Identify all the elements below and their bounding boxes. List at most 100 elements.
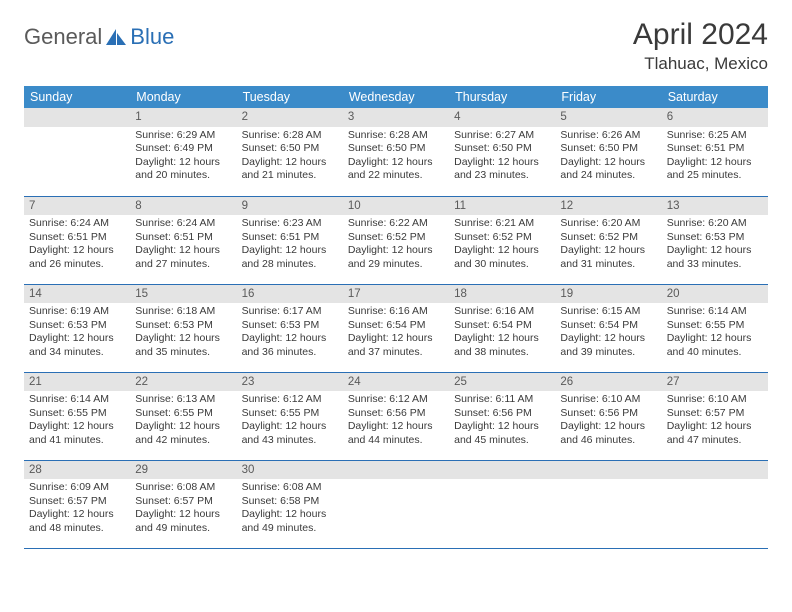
- day-details: Sunrise: 6:08 AMSunset: 6:58 PMDaylight:…: [237, 479, 343, 539]
- weekday-header: Saturday: [662, 86, 768, 108]
- day-cell: [343, 460, 449, 548]
- day-number: 10: [343, 197, 449, 216]
- day-details: Sunrise: 6:28 AMSunset: 6:50 PMDaylight:…: [343, 127, 449, 187]
- logo-prefix: General: [24, 24, 102, 50]
- day-number: 9: [237, 197, 343, 216]
- calendar-table: Sunday Monday Tuesday Wednesday Thursday…: [24, 86, 768, 549]
- week-row: 28Sunrise: 6:09 AMSunset: 6:57 PMDayligh…: [24, 460, 768, 548]
- day-details: Sunrise: 6:13 AMSunset: 6:55 PMDaylight:…: [130, 391, 236, 451]
- day-number: 22: [130, 373, 236, 392]
- weekday-header: Friday: [555, 86, 661, 108]
- day-cell: 7Sunrise: 6:24 AMSunset: 6:51 PMDaylight…: [24, 196, 130, 284]
- week-row: 14Sunrise: 6:19 AMSunset: 6:53 PMDayligh…: [24, 284, 768, 372]
- day-cell: [449, 460, 555, 548]
- day-number: 4: [449, 108, 555, 127]
- day-number: 30: [237, 461, 343, 480]
- day-cell: 2Sunrise: 6:28 AMSunset: 6:50 PMDaylight…: [237, 108, 343, 196]
- calendar-page: General Blue April 2024 Tlahuac, Mexico …: [0, 0, 792, 567]
- day-cell: 25Sunrise: 6:11 AMSunset: 6:56 PMDayligh…: [449, 372, 555, 460]
- day-number: 23: [237, 373, 343, 392]
- weekday-header: Sunday: [24, 86, 130, 108]
- day-number: 5: [555, 108, 661, 127]
- weekday-header: Monday: [130, 86, 236, 108]
- day-details: Sunrise: 6:12 AMSunset: 6:55 PMDaylight:…: [237, 391, 343, 451]
- day-cell: 3Sunrise: 6:28 AMSunset: 6:50 PMDaylight…: [343, 108, 449, 196]
- day-number: 17: [343, 285, 449, 304]
- day-details: Sunrise: 6:14 AMSunset: 6:55 PMDaylight:…: [662, 303, 768, 363]
- day-number: 15: [130, 285, 236, 304]
- day-number: 12: [555, 197, 661, 216]
- day-details: Sunrise: 6:26 AMSunset: 6:50 PMDaylight:…: [555, 127, 661, 187]
- day-details: Sunrise: 6:29 AMSunset: 6:49 PMDaylight:…: [130, 127, 236, 187]
- day-cell: 28Sunrise: 6:09 AMSunset: 6:57 PMDayligh…: [24, 460, 130, 548]
- weekday-header: Tuesday: [237, 86, 343, 108]
- day-number: 13: [662, 197, 768, 216]
- day-cell: 19Sunrise: 6:15 AMSunset: 6:54 PMDayligh…: [555, 284, 661, 372]
- day-details: Sunrise: 6:24 AMSunset: 6:51 PMDaylight:…: [130, 215, 236, 275]
- day-cell: [24, 108, 130, 196]
- day-number: 2: [237, 108, 343, 127]
- day-details: Sunrise: 6:10 AMSunset: 6:56 PMDaylight:…: [555, 391, 661, 451]
- day-number: 16: [237, 285, 343, 304]
- day-details: Sunrise: 6:09 AMSunset: 6:57 PMDaylight:…: [24, 479, 130, 539]
- day-number: [343, 461, 449, 480]
- day-details: Sunrise: 6:12 AMSunset: 6:56 PMDaylight:…: [343, 391, 449, 451]
- week-row: 21Sunrise: 6:14 AMSunset: 6:55 PMDayligh…: [24, 372, 768, 460]
- day-cell: 23Sunrise: 6:12 AMSunset: 6:55 PMDayligh…: [237, 372, 343, 460]
- day-number: 8: [130, 197, 236, 216]
- week-row: 7Sunrise: 6:24 AMSunset: 6:51 PMDaylight…: [24, 196, 768, 284]
- day-cell: [555, 460, 661, 548]
- day-cell: [662, 460, 768, 548]
- day-details: Sunrise: 6:08 AMSunset: 6:57 PMDaylight:…: [130, 479, 236, 539]
- day-number: [662, 461, 768, 480]
- day-number: 28: [24, 461, 130, 480]
- calendar-head: Sunday Monday Tuesday Wednesday Thursday…: [24, 86, 768, 108]
- day-number: [555, 461, 661, 480]
- day-cell: 20Sunrise: 6:14 AMSunset: 6:55 PMDayligh…: [662, 284, 768, 372]
- day-cell: 10Sunrise: 6:22 AMSunset: 6:52 PMDayligh…: [343, 196, 449, 284]
- day-details: Sunrise: 6:23 AMSunset: 6:51 PMDaylight:…: [237, 215, 343, 275]
- title-block: April 2024 Tlahuac, Mexico: [633, 18, 768, 74]
- logo: General Blue: [24, 18, 174, 50]
- day-cell: 9Sunrise: 6:23 AMSunset: 6:51 PMDaylight…: [237, 196, 343, 284]
- day-details: Sunrise: 6:21 AMSunset: 6:52 PMDaylight:…: [449, 215, 555, 275]
- day-cell: 5Sunrise: 6:26 AMSunset: 6:50 PMDaylight…: [555, 108, 661, 196]
- day-cell: 29Sunrise: 6:08 AMSunset: 6:57 PMDayligh…: [130, 460, 236, 548]
- day-cell: 24Sunrise: 6:12 AMSunset: 6:56 PMDayligh…: [343, 372, 449, 460]
- week-row: 1Sunrise: 6:29 AMSunset: 6:49 PMDaylight…: [24, 108, 768, 196]
- day-number: 27: [662, 373, 768, 392]
- day-details: Sunrise: 6:16 AMSunset: 6:54 PMDaylight:…: [343, 303, 449, 363]
- weekday-header: Wednesday: [343, 86, 449, 108]
- day-cell: 16Sunrise: 6:17 AMSunset: 6:53 PMDayligh…: [237, 284, 343, 372]
- day-cell: 22Sunrise: 6:13 AMSunset: 6:55 PMDayligh…: [130, 372, 236, 460]
- day-number: 3: [343, 108, 449, 127]
- day-details: Sunrise: 6:24 AMSunset: 6:51 PMDaylight:…: [24, 215, 130, 275]
- day-number: 26: [555, 373, 661, 392]
- day-cell: 18Sunrise: 6:16 AMSunset: 6:54 PMDayligh…: [449, 284, 555, 372]
- day-number: 14: [24, 285, 130, 304]
- month-title: April 2024: [633, 18, 768, 52]
- day-cell: 17Sunrise: 6:16 AMSunset: 6:54 PMDayligh…: [343, 284, 449, 372]
- day-details: Sunrise: 6:14 AMSunset: 6:55 PMDaylight:…: [24, 391, 130, 451]
- day-number: 6: [662, 108, 768, 127]
- day-number: [24, 108, 130, 127]
- day-details: Sunrise: 6:16 AMSunset: 6:54 PMDaylight:…: [449, 303, 555, 363]
- day-details: Sunrise: 6:17 AMSunset: 6:53 PMDaylight:…: [237, 303, 343, 363]
- day-cell: 1Sunrise: 6:29 AMSunset: 6:49 PMDaylight…: [130, 108, 236, 196]
- day-cell: 21Sunrise: 6:14 AMSunset: 6:55 PMDayligh…: [24, 372, 130, 460]
- weekday-row: Sunday Monday Tuesday Wednesday Thursday…: [24, 86, 768, 108]
- day-details: Sunrise: 6:25 AMSunset: 6:51 PMDaylight:…: [662, 127, 768, 187]
- day-cell: 12Sunrise: 6:20 AMSunset: 6:52 PMDayligh…: [555, 196, 661, 284]
- day-details: Sunrise: 6:18 AMSunset: 6:53 PMDaylight:…: [130, 303, 236, 363]
- day-cell: 13Sunrise: 6:20 AMSunset: 6:53 PMDayligh…: [662, 196, 768, 284]
- day-number: 21: [24, 373, 130, 392]
- day-details: Sunrise: 6:15 AMSunset: 6:54 PMDaylight:…: [555, 303, 661, 363]
- day-details: Sunrise: 6:22 AMSunset: 6:52 PMDaylight:…: [343, 215, 449, 275]
- day-cell: 27Sunrise: 6:10 AMSunset: 6:57 PMDayligh…: [662, 372, 768, 460]
- day-number: [449, 461, 555, 480]
- day-cell: 8Sunrise: 6:24 AMSunset: 6:51 PMDaylight…: [130, 196, 236, 284]
- day-details: Sunrise: 6:20 AMSunset: 6:53 PMDaylight:…: [662, 215, 768, 275]
- day-details: Sunrise: 6:19 AMSunset: 6:53 PMDaylight:…: [24, 303, 130, 363]
- day-cell: 15Sunrise: 6:18 AMSunset: 6:53 PMDayligh…: [130, 284, 236, 372]
- location: Tlahuac, Mexico: [633, 54, 768, 74]
